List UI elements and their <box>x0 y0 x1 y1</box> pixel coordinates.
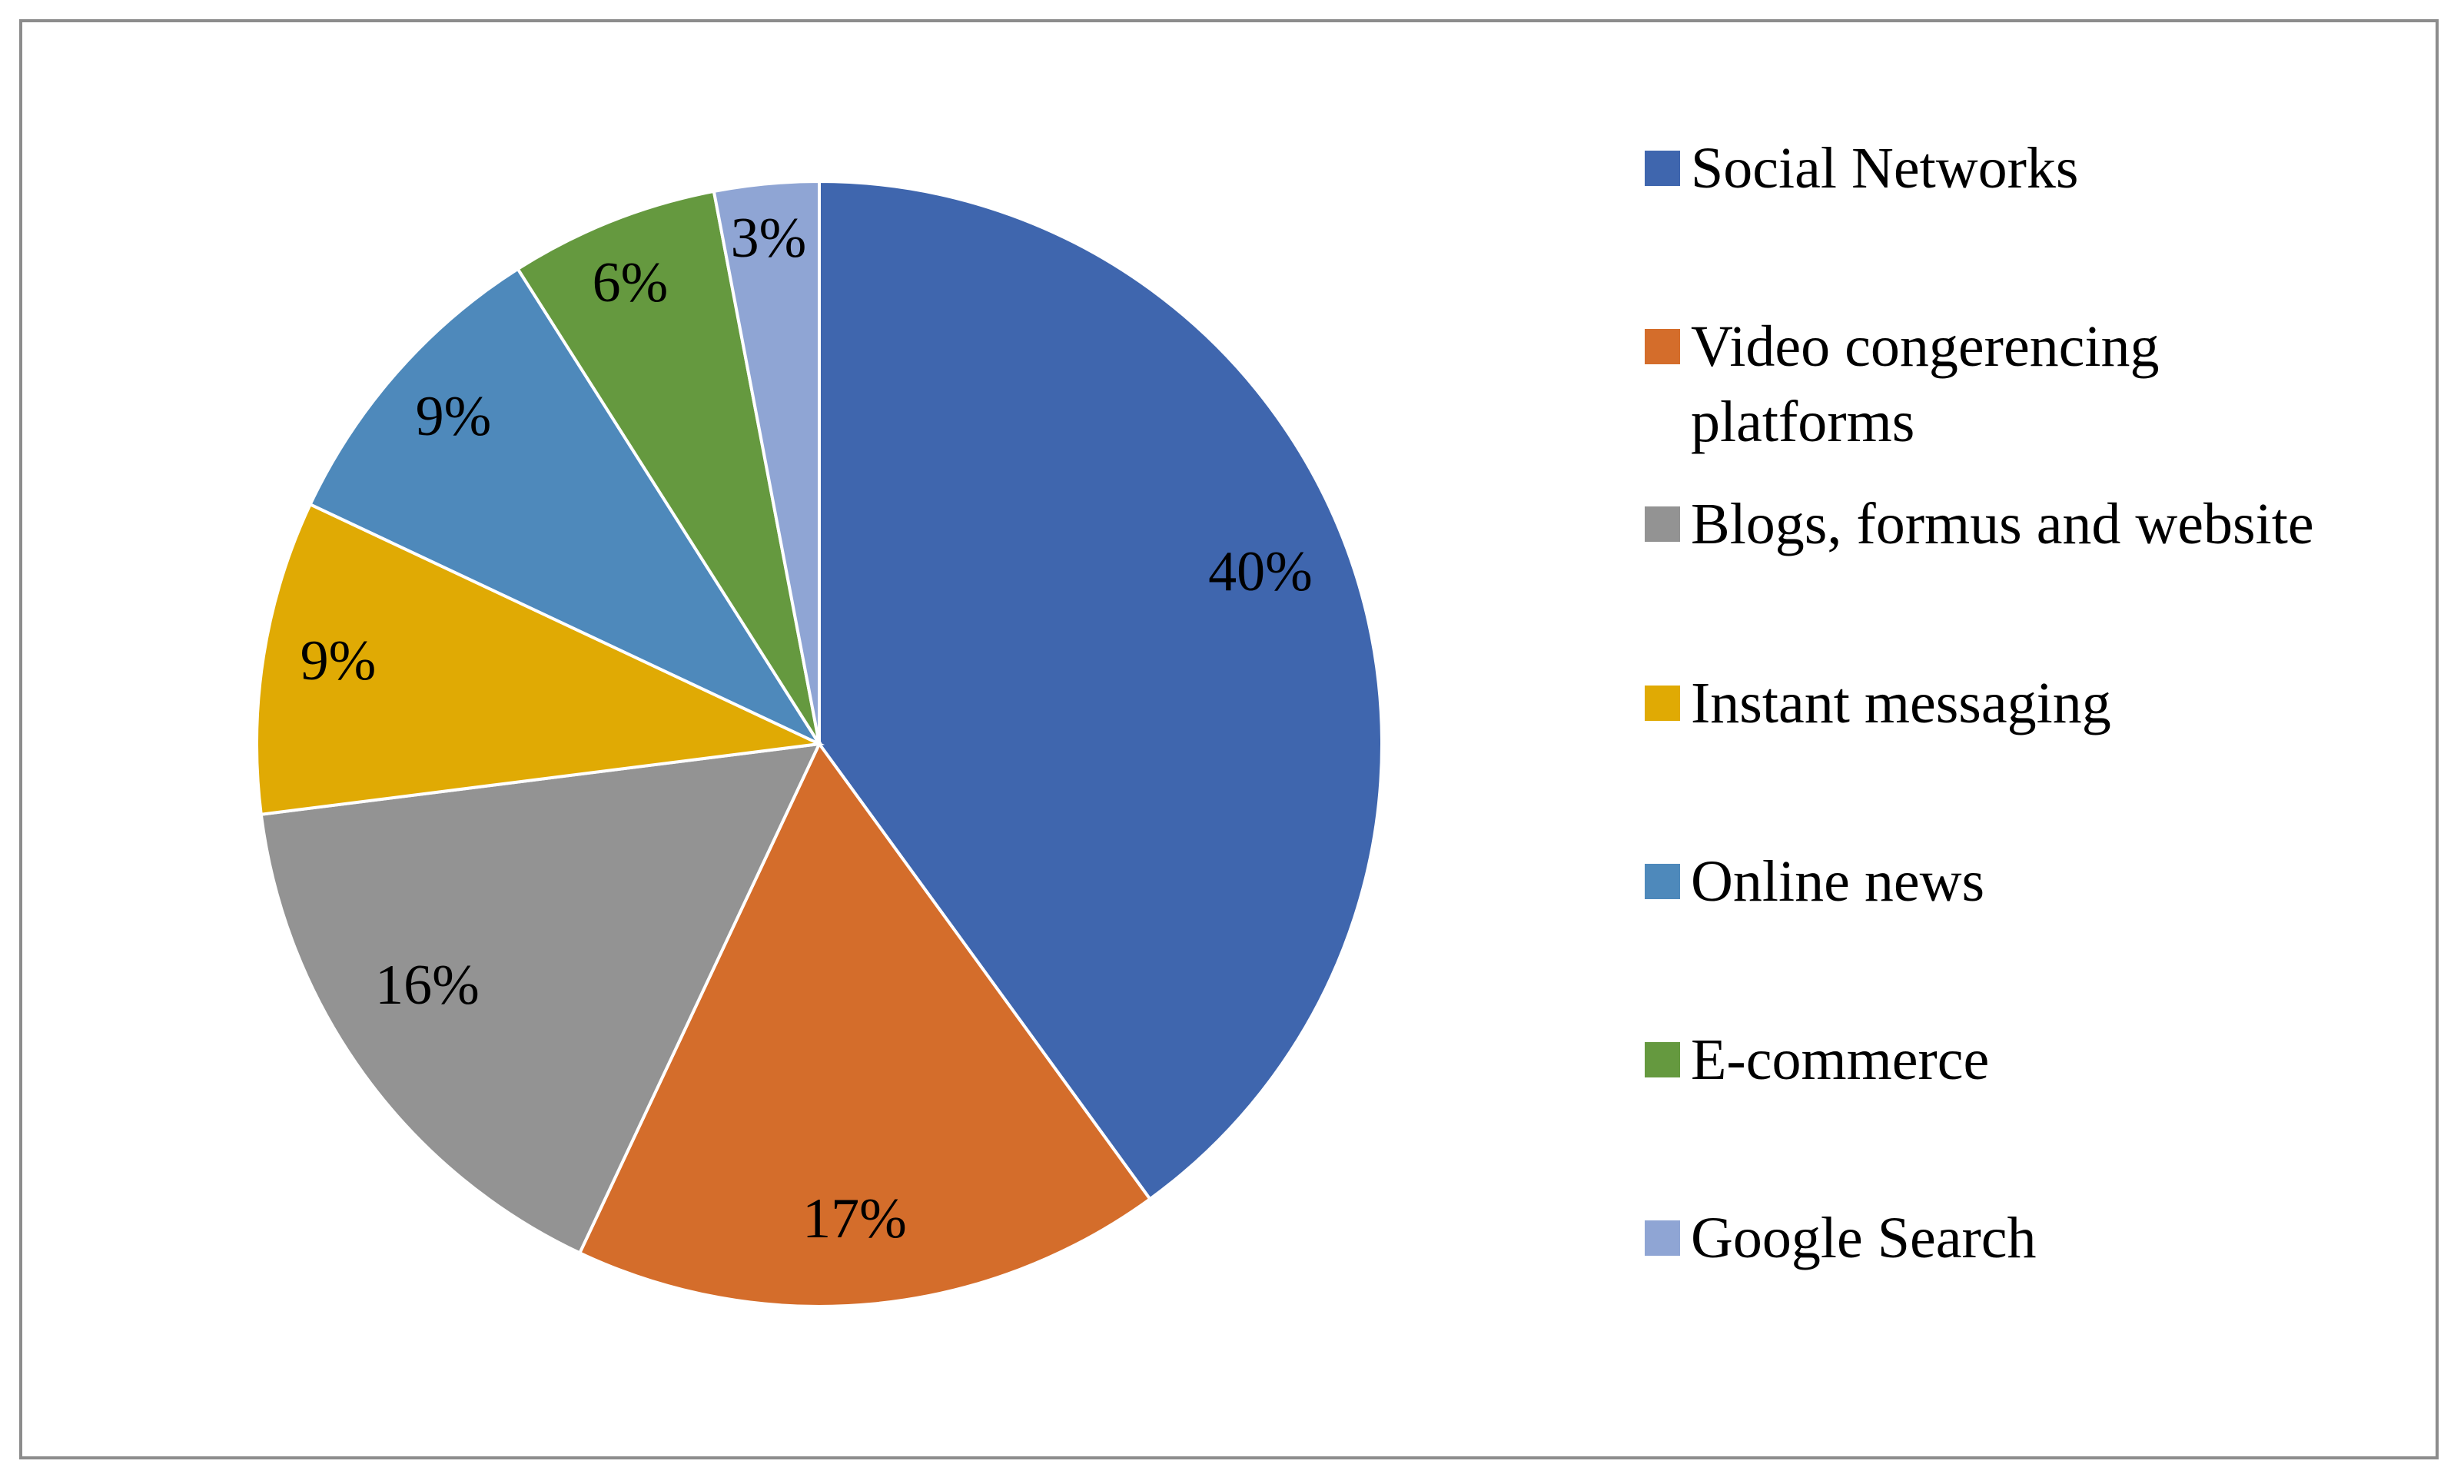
data-label-google-search: 3% <box>731 207 807 270</box>
pie-slice-online-news <box>308 267 824 748</box>
legend-swatch <box>1645 506 1680 542</box>
pie-slice-google-search <box>712 179 821 745</box>
legend-item: Video congerencing platforms <box>1645 309 2413 460</box>
data-label-online-news: 9% <box>416 385 492 448</box>
legend-swatch <box>1645 1042 1680 1077</box>
data-label-instant-messaging: 9% <box>301 629 377 692</box>
legend-item: Online news <box>1645 844 2413 919</box>
legend-item: Social Networks <box>1645 131 2413 206</box>
legend-label: Video congerencing platforms <box>1691 314 2160 454</box>
pie-slice-social-networks <box>818 179 1383 1201</box>
pie-data-labels: 40% 17% 16% 9% 9% 6% 3% <box>301 207 1313 1250</box>
pie-slice-e-commerce <box>516 189 821 745</box>
legend-item: Google Search <box>1645 1200 2413 1276</box>
pie-slices <box>255 179 1383 1308</box>
legend-swatch <box>1645 151 1680 186</box>
legend-swatch <box>1645 1220 1680 1256</box>
data-label-blogs-formus-and-website: 16% <box>375 954 480 1017</box>
legend-swatch <box>1645 329 1680 364</box>
legend-swatch <box>1645 864 1680 899</box>
pie-slice-blogs-formus-and-website <box>259 742 822 1255</box>
pie-slice-video-congerencing-platforms <box>577 741 1153 1308</box>
legend-label: Google Search <box>1691 1206 2037 1270</box>
legend-label: Social Networks <box>1691 136 2079 201</box>
data-label-social-networks: 40% <box>1208 540 1313 603</box>
data-label-e-commerce: 6% <box>593 251 669 314</box>
legend-label: Online news <box>1691 849 1985 914</box>
legend-item: E-commerce <box>1645 1022 2413 1097</box>
pie-slice-instant-messaging <box>255 502 825 816</box>
data-label-video-congerencing-platforms: 17% <box>802 1187 907 1250</box>
legend-label: Blogs, formus and website <box>1691 492 2314 556</box>
legend-label: E-commerce <box>1691 1028 1990 1092</box>
legend-item: Instant messaging <box>1645 666 2413 741</box>
legend-item: Blogs, formus and website <box>1645 486 2413 562</box>
legend-swatch <box>1645 686 1680 721</box>
legend-label: Instant messaging <box>1691 671 2111 735</box>
